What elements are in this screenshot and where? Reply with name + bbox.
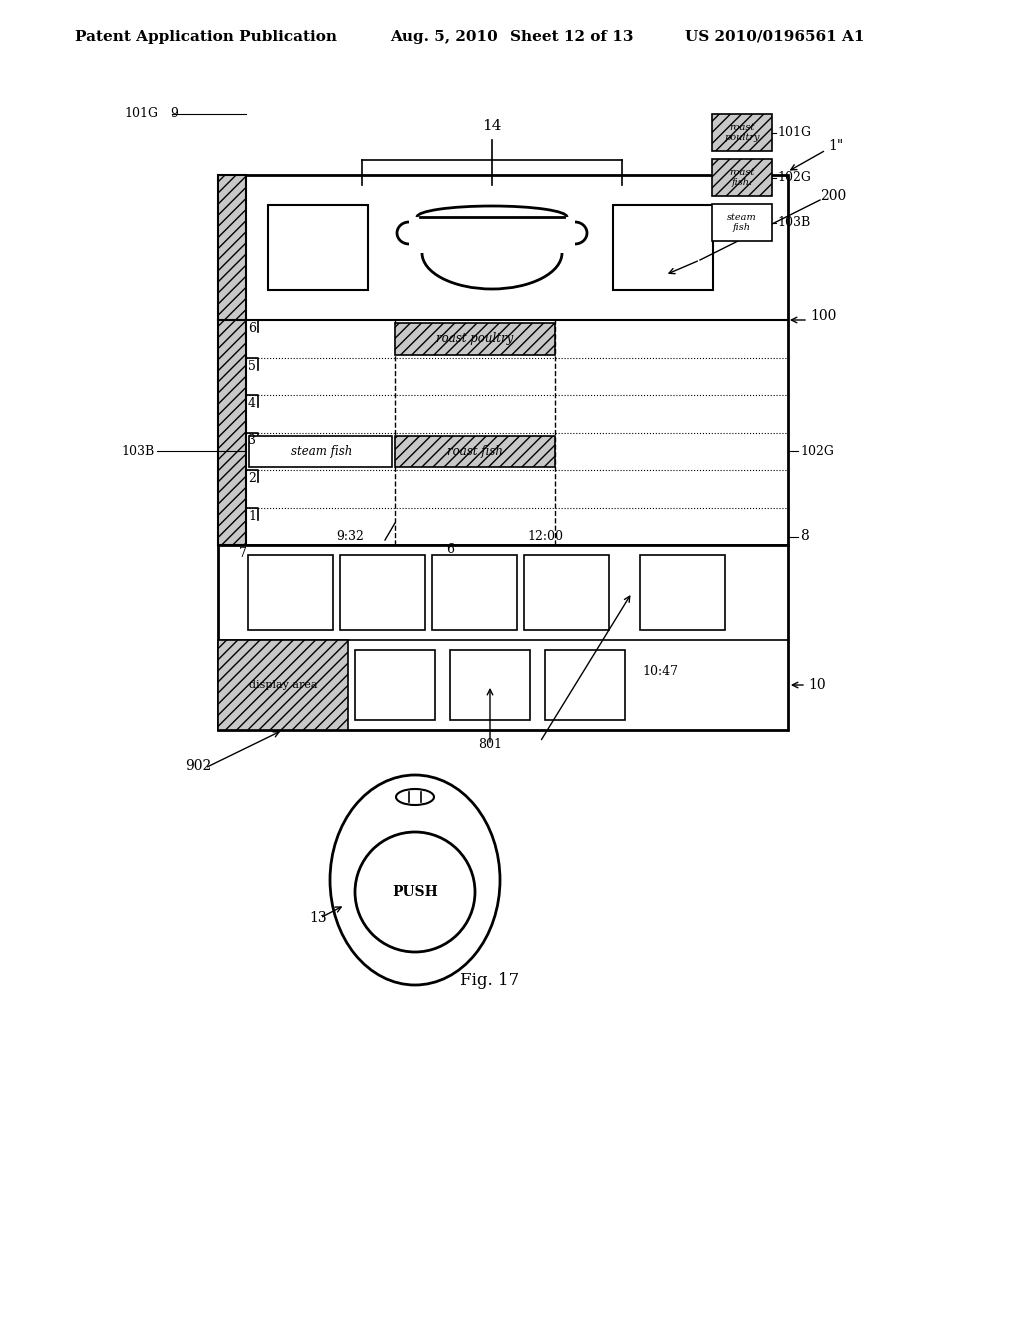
Text: 7: 7	[239, 546, 247, 560]
Bar	[712, 114, 772, 150]
Text: Aug. 5, 2010: Aug. 5, 2010	[390, 30, 498, 44]
Text: 3: 3	[248, 434, 256, 447]
Text: 6: 6	[248, 322, 256, 335]
Text: steam
fish: steam fish	[727, 213, 757, 232]
Text: roast
poultry: roast poultry	[724, 123, 760, 143]
Ellipse shape	[396, 789, 434, 805]
Text: steam fish: steam fish	[291, 445, 352, 458]
Bar	[248, 554, 333, 630]
Bar	[268, 205, 368, 290]
Text: 9:32: 9:32	[336, 531, 364, 543]
Text: 103B: 103B	[122, 445, 155, 458]
Bar	[218, 640, 348, 730]
Text: 200: 200	[820, 189, 846, 203]
Text: display area: display area	[249, 680, 317, 690]
Bar	[432, 554, 517, 630]
Bar	[395, 323, 555, 355]
Text: PUSH: PUSH	[392, 884, 438, 899]
Bar	[450, 649, 530, 719]
Text: 13: 13	[309, 911, 327, 925]
Text: roast fish: roast fish	[447, 445, 503, 458]
Bar	[218, 176, 246, 545]
Bar	[524, 554, 609, 630]
Bar	[218, 545, 788, 730]
Bar	[545, 649, 625, 719]
Text: 1: 1	[248, 510, 256, 523]
Text: 801: 801	[478, 738, 502, 751]
Text: 101G: 101G	[124, 107, 158, 120]
Text: 6: 6	[446, 543, 454, 556]
Text: roast poultry: roast poultry	[436, 333, 514, 346]
Text: 102G: 102G	[800, 445, 834, 458]
Text: 1": 1"	[828, 139, 843, 153]
Text: 9: 9	[170, 107, 178, 120]
Text: 10: 10	[808, 678, 825, 692]
Bar	[712, 205, 772, 242]
Text: 103B: 103B	[777, 216, 810, 228]
Text: 101G: 101G	[777, 125, 811, 139]
Text: 100: 100	[810, 309, 837, 323]
Bar	[340, 554, 425, 630]
Bar	[249, 436, 392, 467]
Text: 8: 8	[800, 529, 809, 543]
Bar	[712, 158, 772, 195]
Text: 2: 2	[248, 473, 256, 484]
Text: 5: 5	[248, 359, 256, 372]
Text: US 2010/0196561 A1: US 2010/0196561 A1	[685, 30, 864, 44]
Text: 102G: 102G	[777, 172, 811, 183]
Bar	[395, 436, 555, 467]
Text: 4: 4	[248, 397, 256, 411]
Bar	[640, 554, 725, 630]
Text: 902: 902	[185, 759, 211, 774]
Circle shape	[355, 832, 475, 952]
Bar	[218, 176, 788, 545]
Text: Fig. 17: Fig. 17	[461, 972, 519, 989]
Text: Patent Application Publication: Patent Application Publication	[75, 30, 337, 44]
Text: roast
fish:: roast fish:	[729, 168, 755, 187]
Text: 12:00: 12:00	[527, 531, 563, 543]
Text: 10:47: 10:47	[642, 665, 678, 678]
Ellipse shape	[330, 775, 500, 985]
Bar	[355, 649, 435, 719]
Text: Sheet 12 of 13: Sheet 12 of 13	[510, 30, 634, 44]
Bar	[613, 205, 713, 290]
Text: 14: 14	[482, 119, 502, 133]
